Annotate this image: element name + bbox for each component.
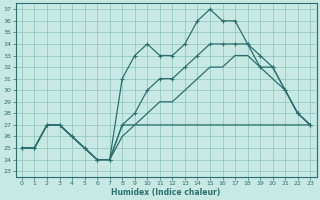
X-axis label: Humidex (Indice chaleur): Humidex (Indice chaleur)	[111, 188, 221, 197]
